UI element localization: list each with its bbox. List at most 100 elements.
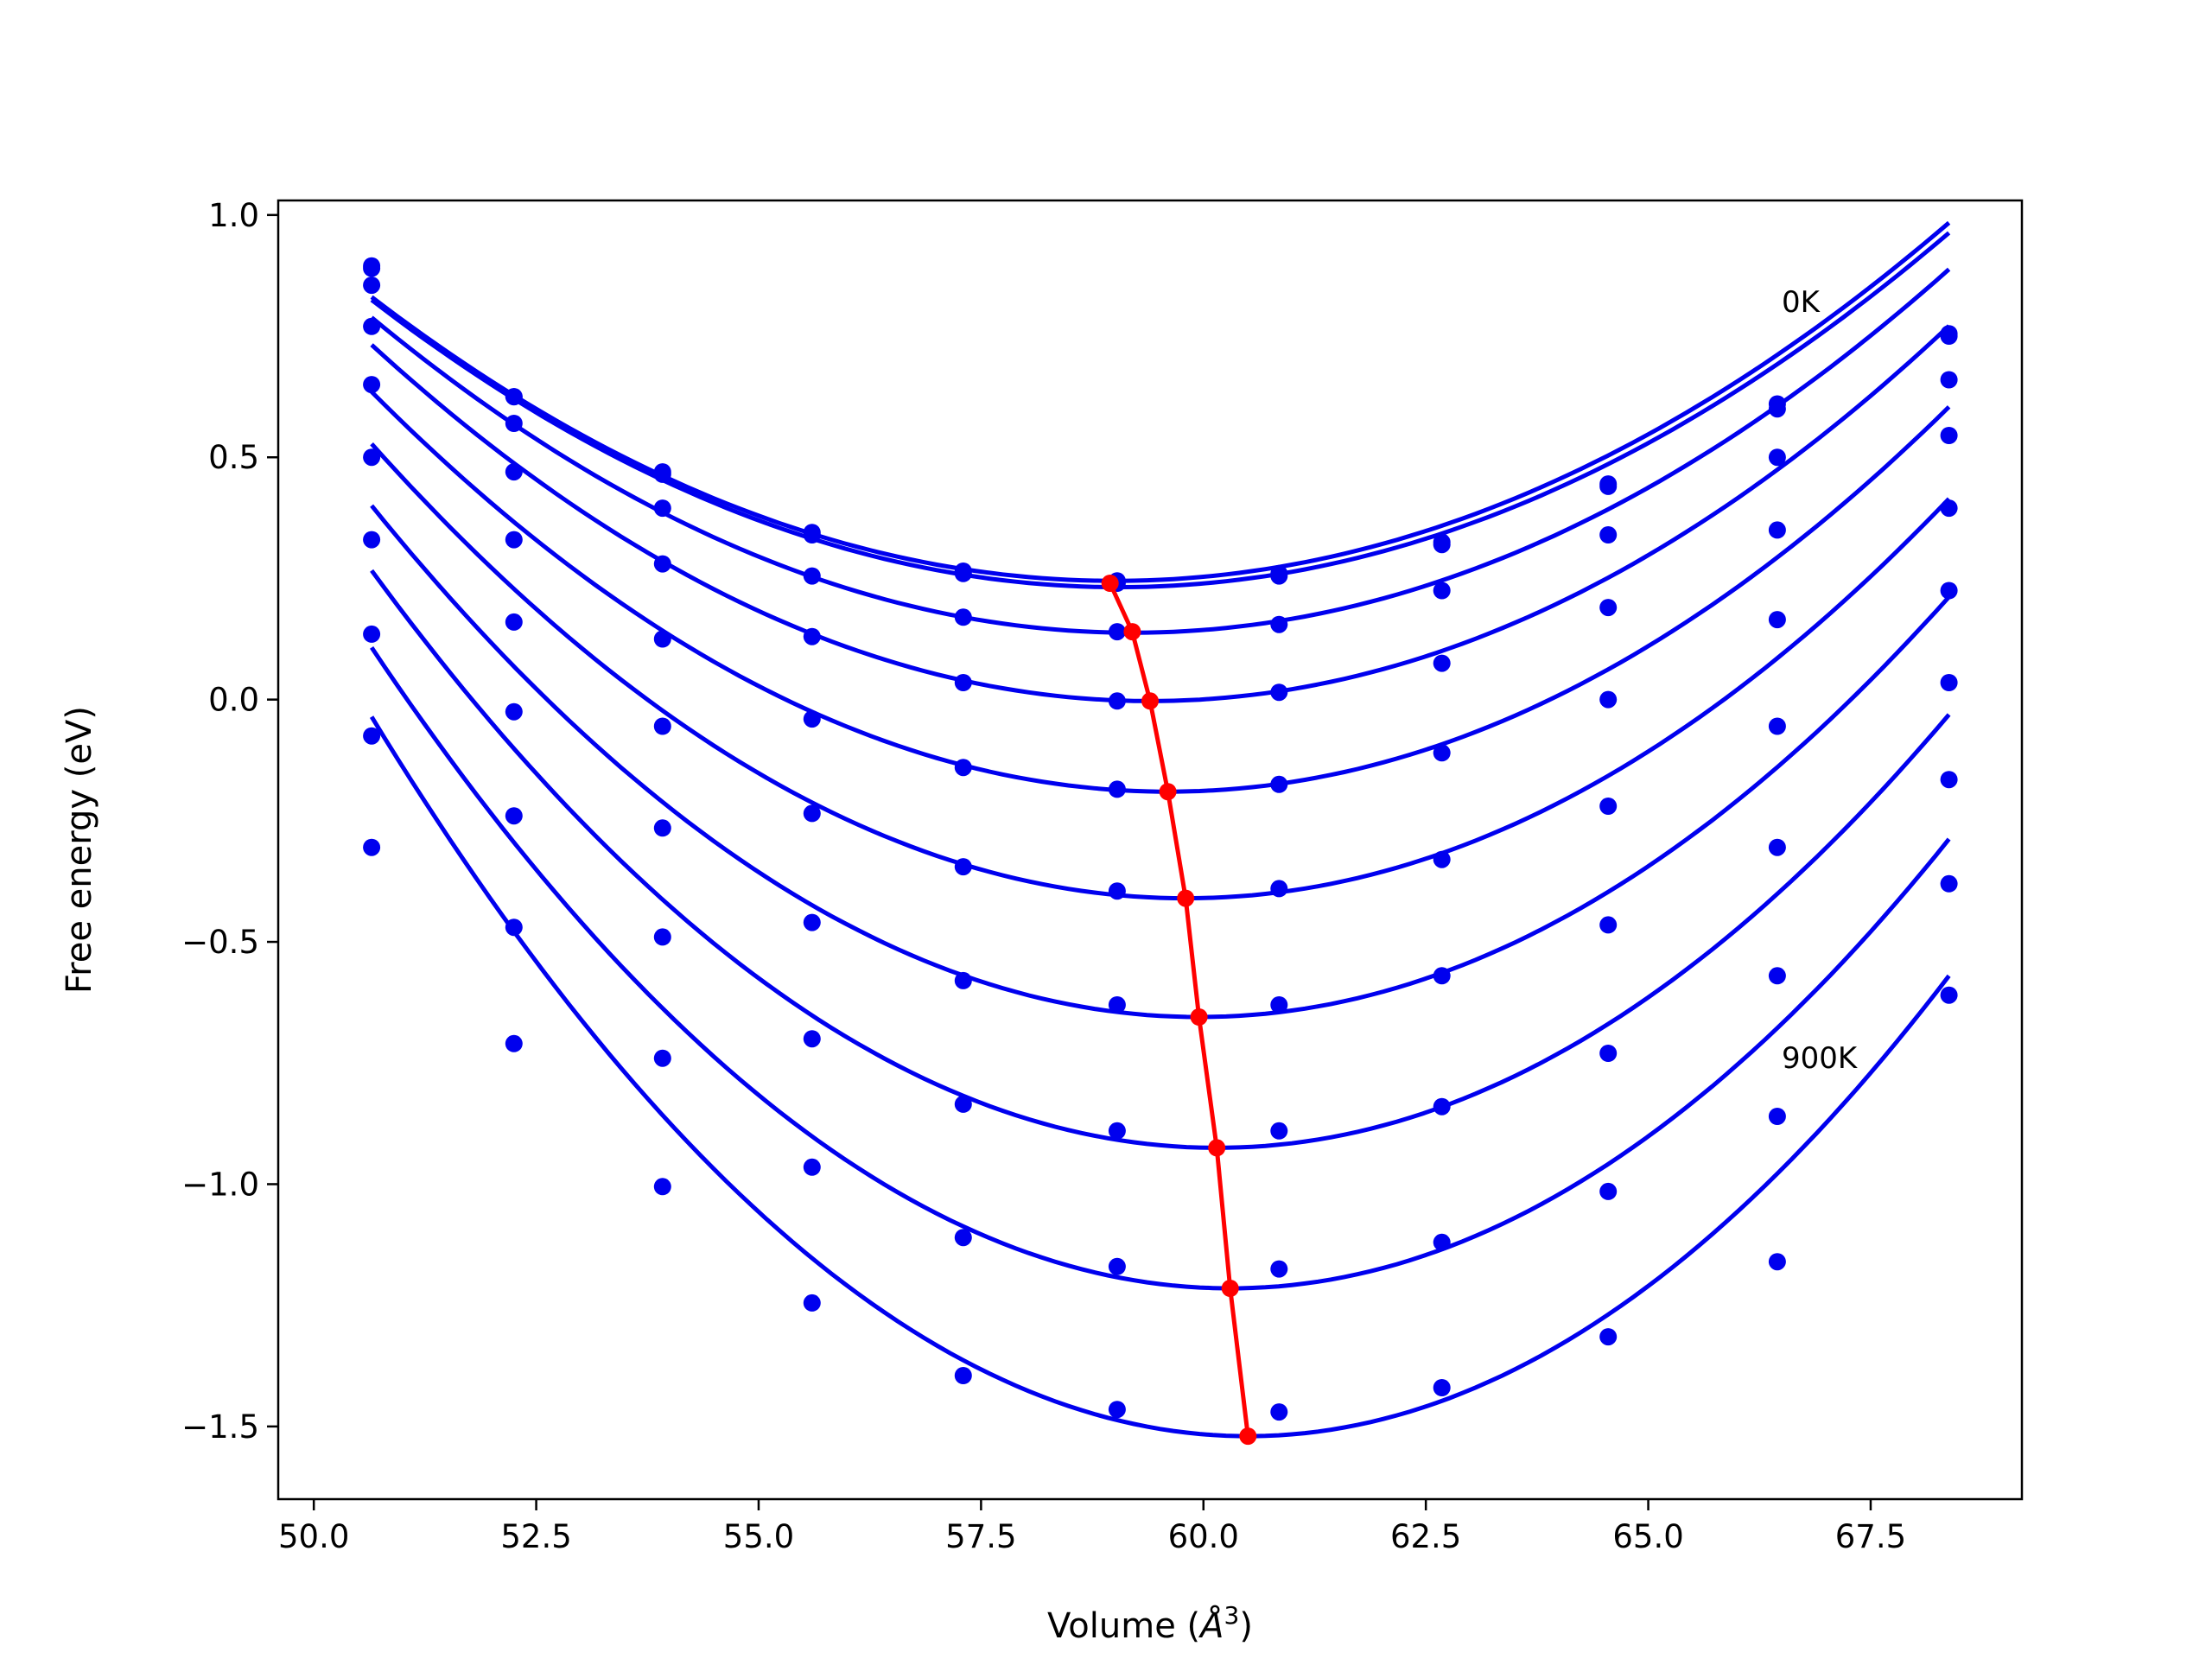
minimum-point (1239, 1427, 1257, 1446)
minimum-point (1123, 623, 1141, 641)
data-point (505, 1034, 523, 1052)
plot-frame (276, 199, 2024, 1501)
data-point (1433, 967, 1451, 985)
y-axis-label: Free energy (eV) (60, 706, 99, 994)
data-point (1270, 996, 1288, 1014)
temperature-annotation: 900K (1782, 1041, 1859, 1076)
data-point (1940, 771, 1958, 789)
data-point (1599, 477, 1618, 495)
data-point (1270, 1260, 1288, 1278)
fit-curve-3 (370, 324, 1951, 703)
minimum-point (1208, 1139, 1226, 1157)
minimum-energy-path (1108, 582, 1250, 1437)
data-point (1768, 400, 1786, 418)
data-point (363, 259, 381, 277)
data-point (1940, 371, 1958, 389)
data-point (1599, 1328, 1618, 1346)
minimum-point (1221, 1280, 1239, 1297)
x-tick-label: 57.5 (945, 1518, 1016, 1555)
data-point (505, 613, 523, 631)
data-point (1433, 654, 1451, 672)
data-point (505, 463, 523, 481)
data-point (1599, 1182, 1618, 1200)
data-point (1599, 916, 1618, 934)
y-axis-ticks: 1.0 0.5 0.0 −0.5 −1.0 −1.5 (181, 197, 278, 1446)
data-point (1599, 690, 1618, 709)
y-tick-label: −0.5 (181, 924, 259, 961)
data-point (954, 759, 972, 777)
data-point (1940, 674, 1958, 691)
fit-curve-9 (369, 715, 1951, 1439)
fit-curve-7 (370, 569, 1951, 1150)
data-point (954, 1367, 972, 1384)
minimum-point (1141, 692, 1159, 710)
data-point (505, 415, 523, 432)
data-point (363, 448, 381, 467)
data-point (803, 710, 821, 728)
data-point (1270, 615, 1288, 633)
data-point (363, 727, 381, 745)
data-point (653, 928, 671, 946)
data-point (505, 531, 523, 549)
fit-curve-5 (370, 442, 1951, 901)
data-point (954, 564, 972, 582)
minimum-point (1190, 1008, 1208, 1026)
data-point (505, 702, 523, 721)
data-point (363, 317, 381, 335)
data-point (954, 608, 972, 626)
data-point (1768, 611, 1786, 629)
y-tick-label: 1.0 (208, 197, 259, 234)
fit-curve-6 (370, 504, 1951, 1020)
data-point (1599, 1045, 1618, 1062)
data-point (505, 918, 523, 937)
data-point (1433, 536, 1451, 554)
minimum-point (1101, 575, 1119, 592)
data-points (363, 257, 1958, 1421)
data-point (1768, 838, 1786, 856)
data-point (803, 526, 821, 543)
fit-curve-0 (370, 220, 1951, 583)
fit-curves (369, 220, 1951, 1439)
data-point (803, 567, 821, 585)
data-point (1433, 744, 1451, 762)
data-point (1768, 717, 1786, 735)
data-point (954, 674, 972, 691)
data-point (1768, 448, 1786, 467)
annotations: 0K 900K (1782, 285, 1859, 1076)
data-point (363, 531, 381, 549)
y-tick-label: 0.0 (208, 682, 259, 719)
data-point (1108, 780, 1126, 798)
data-point (363, 838, 381, 856)
data-point (1270, 880, 1288, 898)
x-tick-label: 65.0 (1612, 1518, 1683, 1555)
data-point (1108, 996, 1126, 1014)
data-point (1433, 1097, 1451, 1116)
data-point (1108, 1122, 1126, 1140)
data-point (1599, 599, 1618, 617)
data-point (363, 376, 381, 394)
data-point (1940, 874, 1958, 893)
y-tick-label: −1.5 (181, 1408, 259, 1446)
data-point (954, 1095, 972, 1113)
data-point (803, 1030, 821, 1048)
data-point (505, 807, 523, 825)
fit-curve-1 (370, 231, 1951, 589)
x-tick-label: 50.0 (278, 1518, 349, 1555)
fit-curve-8 (370, 646, 1951, 1291)
data-point (363, 276, 381, 295)
data-point (505, 388, 523, 406)
data-point (1270, 567, 1288, 585)
data-point (1108, 1257, 1126, 1275)
data-point (653, 819, 671, 837)
x-tick-label: 60.0 (1168, 1518, 1239, 1555)
data-point (1940, 986, 1958, 1004)
data-point (653, 1049, 671, 1067)
data-point (653, 499, 671, 518)
data-point (803, 913, 821, 931)
data-point (1270, 1403, 1288, 1421)
data-point (803, 1294, 821, 1312)
data-point (653, 717, 671, 735)
data-point (653, 555, 671, 573)
data-point (1940, 499, 1958, 518)
